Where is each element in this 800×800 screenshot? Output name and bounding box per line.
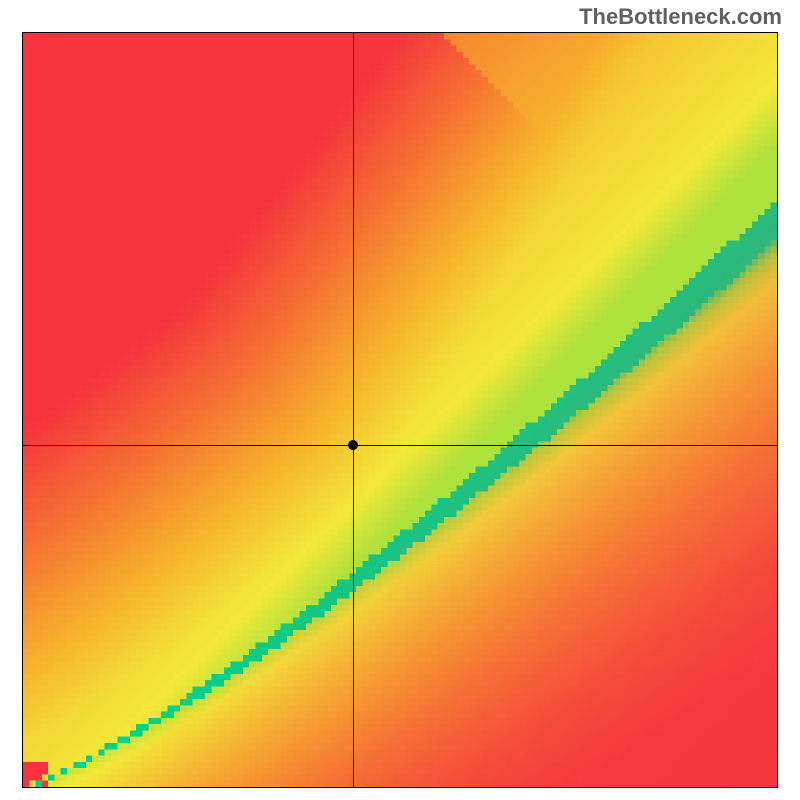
heatmap-canvas (23, 33, 777, 787)
watermark-text: TheBottleneck.com (579, 4, 782, 30)
crosshair-horizontal (23, 445, 777, 446)
crosshair-vertical (353, 33, 354, 787)
chart-container: TheBottleneck.com (0, 0, 800, 800)
crosshair-marker (348, 440, 358, 450)
plot-frame (22, 32, 778, 788)
